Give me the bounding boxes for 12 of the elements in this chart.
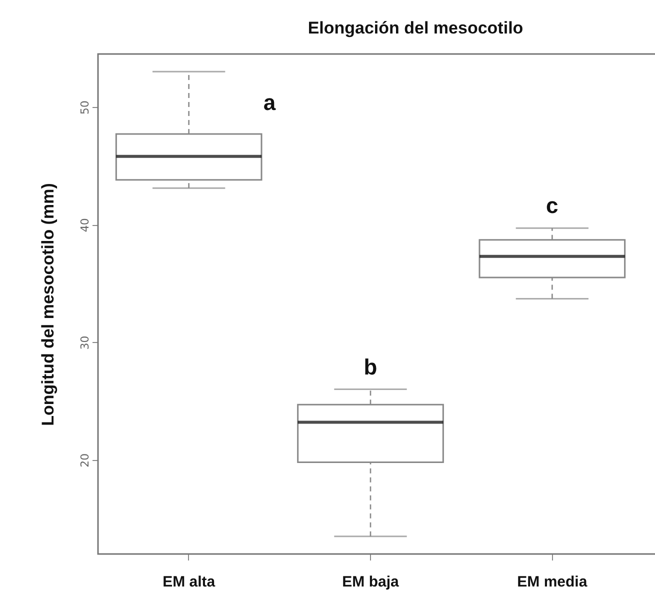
x-tick-label: EM media [517, 574, 588, 590]
x-tick-label: EM baja [342, 574, 400, 590]
y-tick-label: 50 [78, 100, 92, 114]
annotation: c [546, 193, 558, 218]
y-tick-label: 20 [78, 453, 92, 468]
annotation: b [364, 354, 378, 380]
annotation: a [263, 90, 276, 115]
y-tick-label: 40 [78, 218, 92, 232]
y-tick-label: 30 [78, 336, 92, 350]
y-axis-title: Longitud del mesocotilo (mm) [38, 183, 58, 426]
chart-title: Elongación del mesocotilo [308, 18, 524, 38]
x-tick-label: EM alta [162, 574, 216, 590]
